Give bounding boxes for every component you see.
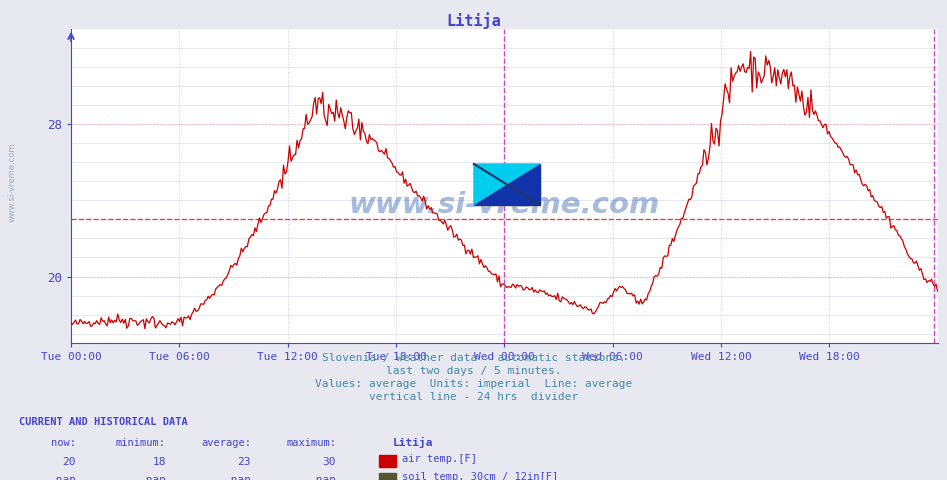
Text: soil temp. 30cm / 12in[F]: soil temp. 30cm / 12in[F] [402, 472, 558, 480]
Text: average:: average: [201, 438, 251, 448]
Text: 30: 30 [323, 456, 336, 467]
Polygon shape [474, 164, 540, 205]
Text: air temp.[F]: air temp.[F] [402, 454, 476, 464]
Text: www.si-vreme.com: www.si-vreme.com [8, 143, 17, 222]
Text: maximum:: maximum: [286, 438, 336, 448]
Text: 18: 18 [152, 456, 166, 467]
Text: Slovenia / weather data - automatic stations.: Slovenia / weather data - automatic stat… [322, 353, 625, 363]
Text: CURRENT AND HISTORICAL DATA: CURRENT AND HISTORICAL DATA [19, 417, 188, 427]
Text: -nan: -nan [48, 475, 76, 480]
Text: Litija: Litija [393, 437, 434, 448]
Text: minimum:: minimum: [116, 438, 166, 448]
Text: 23: 23 [238, 456, 251, 467]
Text: -nan: -nan [223, 475, 251, 480]
Text: Litija: Litija [446, 12, 501, 29]
Text: vertical line - 24 hrs  divider: vertical line - 24 hrs divider [369, 392, 578, 402]
Text: -nan: -nan [138, 475, 166, 480]
Text: now:: now: [51, 438, 76, 448]
Text: Values: average  Units: imperial  Line: average: Values: average Units: imperial Line: av… [314, 379, 633, 389]
Bar [474, 164, 540, 205]
Text: -nan: -nan [309, 475, 336, 480]
Text: 20: 20 [63, 456, 76, 467]
Text: last two days / 5 minutes.: last two days / 5 minutes. [385, 366, 562, 376]
Text: www.si-vreme.com: www.si-vreme.com [348, 191, 660, 219]
Polygon shape [474, 164, 540, 205]
